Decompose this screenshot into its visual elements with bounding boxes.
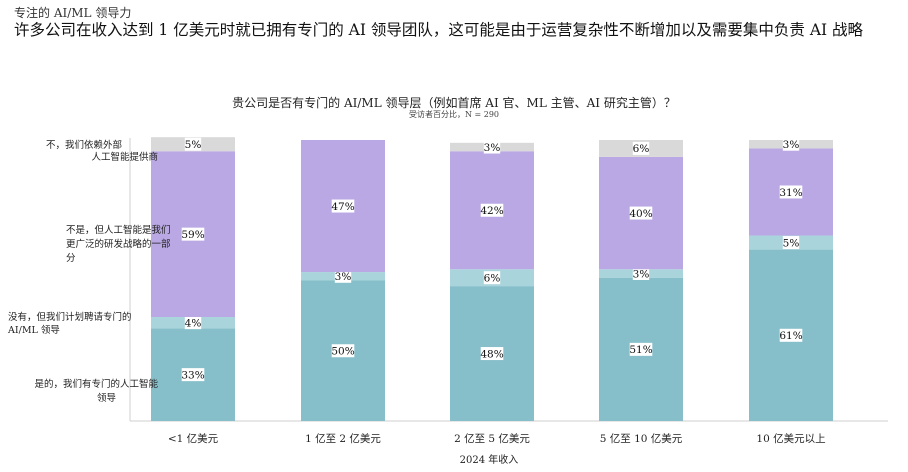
data-label: 6% xyxy=(633,143,650,155)
data-label-bg xyxy=(632,266,650,280)
data-label-bg xyxy=(181,227,205,241)
legend-label: 是的，我们有专门的人工智能 xyxy=(34,378,158,390)
data-label: 6% xyxy=(484,272,501,284)
data-label: 3% xyxy=(335,271,352,283)
legend-label: 没有，但我们计划聘请专门的 xyxy=(8,311,132,323)
x-tick-label: 5 亿至 10 亿美元 xyxy=(600,432,683,445)
section-eyebrow: 专注的 AI/ML 领导力 xyxy=(14,6,132,20)
data-label: 5% xyxy=(185,139,202,151)
legend-label: 领导 xyxy=(97,392,116,404)
data-label-bg xyxy=(331,344,355,358)
data-label-bg xyxy=(181,368,205,382)
data-label: 3% xyxy=(783,139,800,151)
data-label-bg xyxy=(483,140,501,154)
data-label-bg xyxy=(184,316,202,330)
data-label: 40% xyxy=(629,208,652,220)
data-label: 50% xyxy=(331,346,354,358)
x-tick-label: 10 亿美元以上 xyxy=(756,432,825,445)
data-label: 4% xyxy=(185,317,202,329)
x-tick-label: <1 亿美元 xyxy=(168,432,219,445)
data-label: 3% xyxy=(484,142,501,154)
data-label-bg xyxy=(331,199,355,213)
page-headline: 许多公司在收入达到 1 亿美元时就已拥有专门的 AI 领导团队，这可能是由于运营… xyxy=(14,21,864,39)
data-label-bg xyxy=(629,342,653,356)
legend-label: AI/ML 领导 xyxy=(7,324,60,336)
data-label: 51% xyxy=(629,344,652,356)
data-label-bg xyxy=(184,137,202,151)
x-tick-label: 2 亿至 5 亿美元 xyxy=(454,432,530,445)
data-label-bg xyxy=(480,203,504,217)
legend-label: 不，我们依赖外部 xyxy=(46,139,122,151)
data-label-bg xyxy=(782,137,800,151)
legend-label: 分 xyxy=(66,253,76,264)
legend-label: 更广泛的研发战略的一部 xyxy=(66,238,171,250)
chart-subtitle: 受访者百分比，N = 290 xyxy=(408,110,500,119)
data-label-bg xyxy=(632,141,650,155)
x-axis-title: 2024 年收入 xyxy=(460,453,519,466)
data-label-bg xyxy=(779,328,803,342)
legend-label: 不是，但人工智能是我们 xyxy=(66,224,171,236)
data-label-bg xyxy=(480,347,504,361)
x-tick-label: 1 亿至 2 亿美元 xyxy=(305,432,381,445)
data-label: 3% xyxy=(633,268,650,280)
chart-title: 贵公司是否有专门的 AI/ML 领导层（例如首席 AI 官、ML 主管、AI 研… xyxy=(232,96,676,110)
data-label-bg xyxy=(782,236,800,250)
data-label: 59% xyxy=(181,229,204,241)
data-label-bg xyxy=(779,185,803,199)
data-label-bg xyxy=(483,271,501,285)
data-label-bg xyxy=(629,206,653,220)
data-label: 31% xyxy=(779,187,802,199)
legend-label: 人工智能提供商 xyxy=(91,151,158,163)
data-label: 42% xyxy=(480,205,503,217)
data-label: 47% xyxy=(331,201,354,213)
data-label: 33% xyxy=(181,369,204,381)
data-label: 5% xyxy=(783,237,800,249)
data-label-bg xyxy=(334,269,352,283)
data-label: 48% xyxy=(480,348,503,360)
data-label: 61% xyxy=(779,330,802,342)
